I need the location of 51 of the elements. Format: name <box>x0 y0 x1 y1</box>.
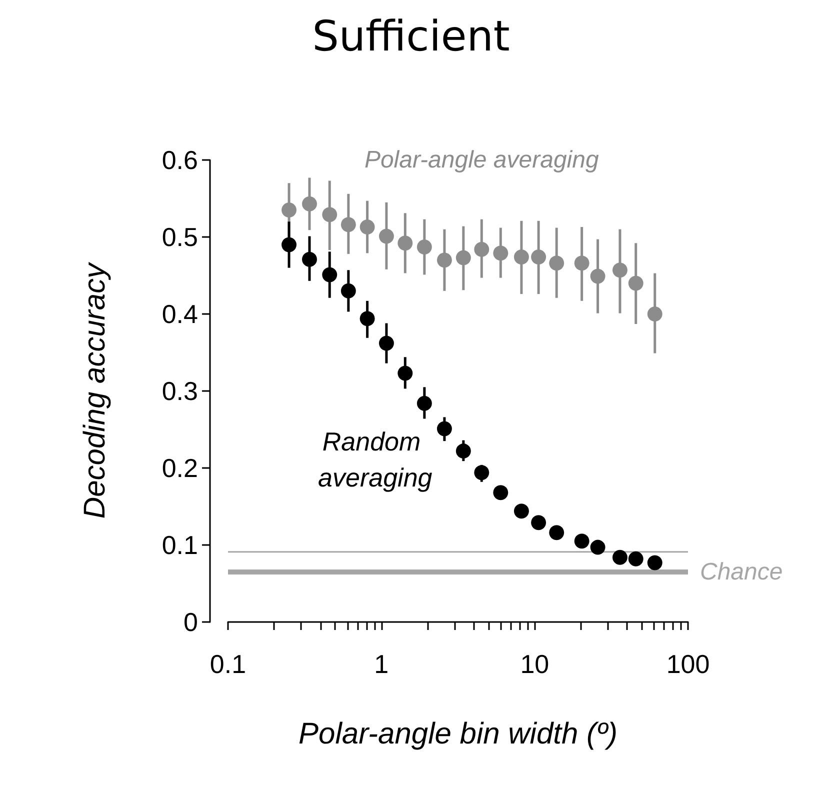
point <box>436 252 452 268</box>
point <box>474 242 490 257</box>
x-tick-label: 0.1 <box>210 649 246 679</box>
point <box>493 246 508 261</box>
ref-line-label: Chance <box>700 558 783 586</box>
y-tick-label: 0.3 <box>162 376 198 406</box>
point <box>493 485 508 500</box>
point <box>647 306 662 322</box>
x-tick-label: 100 <box>666 649 710 679</box>
point <box>436 421 452 436</box>
y-tick-label: 0.4 <box>162 299 198 329</box>
point <box>416 396 432 411</box>
y-tick-label: 0 <box>184 607 198 637</box>
point <box>302 252 317 267</box>
point <box>322 207 338 222</box>
point <box>398 366 413 381</box>
y-axis-title: Decoding accuracy <box>78 261 112 519</box>
point <box>282 202 297 218</box>
point <box>456 444 471 459</box>
point <box>531 250 546 265</box>
series-label: Random averaging <box>318 426 433 492</box>
point <box>456 250 471 266</box>
point <box>378 336 394 351</box>
point <box>514 504 529 519</box>
x-axis-title: Polar-angle bin width (º) <box>298 718 618 750</box>
point <box>628 551 644 566</box>
point <box>647 555 662 570</box>
point <box>398 236 413 251</box>
y-tick-label: 0.6 <box>162 145 198 175</box>
y-tick-label: 0.5 <box>162 222 198 252</box>
point <box>531 515 546 530</box>
point <box>340 283 356 298</box>
series-label: Polar-angle averaging <box>364 146 600 174</box>
point <box>514 250 529 265</box>
x-tick-label: 10 <box>520 649 550 679</box>
point <box>590 268 606 284</box>
point <box>378 228 394 244</box>
point <box>360 311 375 326</box>
point <box>340 217 356 232</box>
point <box>322 267 338 282</box>
y-tick-label: 0.2 <box>162 453 198 483</box>
x-tick-label: 1 <box>374 649 389 679</box>
point <box>302 196 317 212</box>
chart-title: Sufficient <box>312 12 510 60</box>
point <box>590 540 606 555</box>
point <box>360 219 375 234</box>
point <box>416 240 432 255</box>
point <box>282 237 297 252</box>
y-tick-label: 0.1 <box>162 530 198 560</box>
point <box>628 276 644 291</box>
point <box>474 465 490 480</box>
